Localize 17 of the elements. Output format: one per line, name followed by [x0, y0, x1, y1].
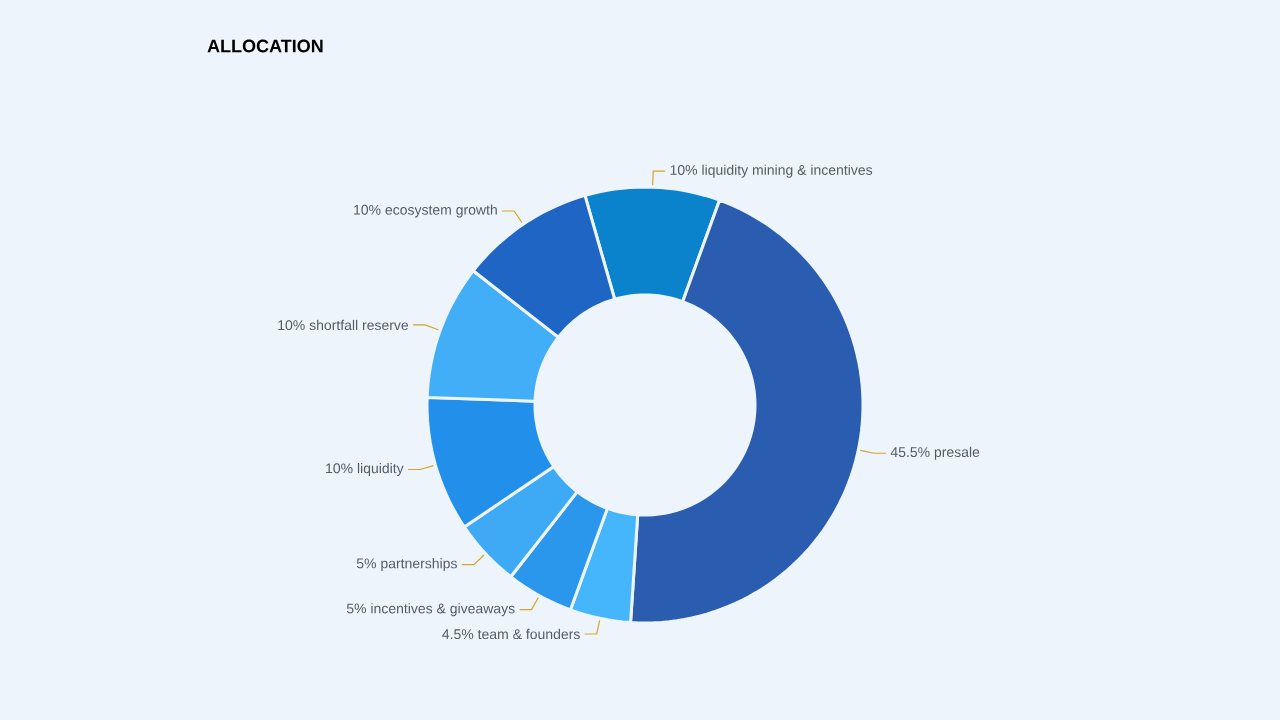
slice-label: team & founders	[477, 628, 580, 640]
data-label: 10%	[326, 463, 353, 474]
data-label: 45.5%	[890, 447, 930, 457]
data-label: 10%	[670, 165, 698, 175]
slice-label: presale	[934, 446, 980, 460]
slice-label: liquidity mining & incentives	[702, 164, 873, 178]
slice-label: partnerships	[381, 558, 457, 572]
chart-title: ALLOCATION	[207, 39, 323, 53]
data-label: 10%	[278, 320, 305, 331]
slice-label: liquidity	[357, 462, 404, 477]
data-label: 5%	[346, 603, 367, 614]
data-label: 5%	[356, 558, 377, 569]
slice-label: shortfall reserve	[309, 319, 409, 331]
slice-label: incentives & giveaways	[371, 603, 515, 617]
data-label: 10%	[354, 204, 381, 215]
slice-label: ecosystem growth	[385, 204, 497, 218]
data-label: 4.5%	[442, 629, 474, 640]
